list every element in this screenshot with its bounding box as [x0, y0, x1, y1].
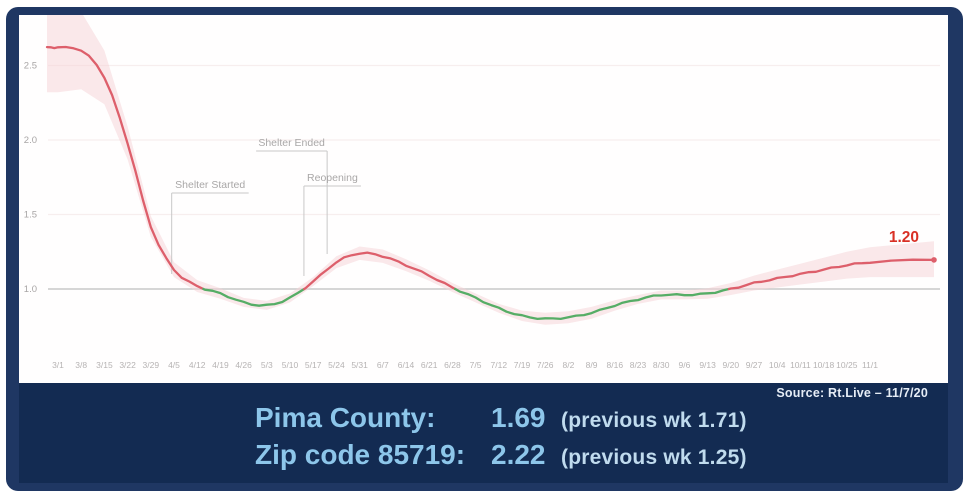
svg-text:4/12: 4/12: [189, 360, 206, 370]
stats-rows: Pima County: 1.69 (previous wk 1.71) Zip…: [255, 402, 747, 476]
svg-text:3/1: 3/1: [52, 360, 64, 370]
svg-text:5/31: 5/31: [351, 360, 368, 370]
stat-row-zip: Zip code 85719: 2.22 (previous wk 1.25): [255, 439, 747, 476]
svg-text:7/19: 7/19: [514, 360, 531, 370]
grid-lines: [48, 64, 940, 216]
svg-text:Reopening: Reopening: [307, 172, 358, 184]
annotation-shelter-ended: Shelter Ended: [256, 137, 328, 254]
svg-text:9/20: 9/20: [723, 360, 740, 370]
rt-line-chart: 1.0 1.5 2.0 2.5 Shelter Started Shelter Ended…: [19, 15, 948, 383]
zip-value: 2.22: [491, 439, 546, 470]
svg-text:5/3: 5/3: [261, 360, 273, 370]
svg-text:4/5: 4/5: [168, 360, 180, 370]
svg-text:2.0: 2.0: [24, 135, 37, 146]
svg-text:7/26: 7/26: [537, 360, 554, 370]
svg-text:5/10: 5/10: [282, 360, 299, 370]
svg-text:11/1: 11/1: [862, 360, 878, 370]
svg-text:3/22: 3/22: [119, 360, 136, 370]
svg-text:3/8: 3/8: [75, 360, 87, 370]
x-axis-labels: 3/1 3/8 3/15 3/22 3/29 4/5 4/12 4/19 4/26 5/3 5/10…: [52, 360, 878, 370]
stat-row-county: Pima County: 1.69 (previous wk 1.71): [255, 402, 747, 439]
svg-text:1.0: 1.0: [24, 284, 37, 295]
svg-text:9/27: 9/27: [746, 360, 763, 370]
svg-text:6/7: 6/7: [377, 360, 389, 370]
svg-text:5/24: 5/24: [328, 360, 345, 370]
annotations: Shelter Started Shelter Ended Reopening: [171, 137, 361, 276]
zip-note: (previous wk 1.25): [561, 446, 747, 469]
svg-text:1.5: 1.5: [24, 210, 37, 221]
svg-text:6/14: 6/14: [398, 360, 415, 370]
svg-text:8/23: 8/23: [630, 360, 647, 370]
svg-text:6/21: 6/21: [421, 360, 438, 370]
annotation-reopening: Reopening: [303, 172, 361, 276]
zip-label: Zip code 85719:: [255, 439, 466, 470]
svg-text:10/18: 10/18: [813, 360, 835, 370]
svg-text:8/30: 8/30: [653, 360, 670, 370]
county-value: 1.69: [491, 402, 546, 433]
svg-text:7/12: 7/12: [491, 360, 508, 370]
svg-text:Shelter Started: Shelter Started: [175, 179, 245, 191]
svg-text:3/29: 3/29: [143, 360, 160, 370]
rt-line: [45, 45, 936, 321]
svg-text:8/2: 8/2: [562, 360, 574, 370]
confidence-band: [47, 15, 934, 325]
stats-panel: Source: Rt.Live – 11/7/20 Pima County: 1…: [19, 383, 948, 483]
svg-text:4/26: 4/26: [235, 360, 252, 370]
source-credit: Source: Rt.Live – 11/7/20: [776, 386, 928, 400]
svg-text:10/25: 10/25: [836, 360, 858, 370]
svg-text:6/28: 6/28: [444, 360, 461, 370]
svg-text:9/13: 9/13: [699, 360, 716, 370]
svg-text:2.5: 2.5: [24, 61, 37, 72]
svg-text:5/17: 5/17: [305, 360, 322, 370]
annotation-shelter-started: Shelter Started: [171, 179, 249, 274]
svg-text:3/15: 3/15: [96, 360, 113, 370]
svg-text:8/16: 8/16: [607, 360, 624, 370]
slide-frame: 1.0 1.5 2.0 2.5 Shelter Started Shelter Ended…: [6, 7, 963, 491]
county-label: Pima County:: [255, 402, 436, 433]
svg-text:10/4: 10/4: [769, 360, 786, 370]
svg-text:4/19: 4/19: [212, 360, 229, 370]
y-axis-labels: 1.0 1.5 2.0 2.5: [24, 61, 37, 296]
svg-text:9/6: 9/6: [678, 360, 690, 370]
svg-text:10/11: 10/11: [790, 360, 811, 370]
svg-text:7/5: 7/5: [470, 360, 482, 370]
svg-text:8/9: 8/9: [586, 360, 598, 370]
end-dot: [931, 257, 937, 263]
svg-text:Shelter Ended: Shelter Ended: [258, 137, 325, 149]
end-value-label: 1.20: [889, 229, 919, 246]
county-note: (previous wk 1.71): [561, 409, 747, 432]
